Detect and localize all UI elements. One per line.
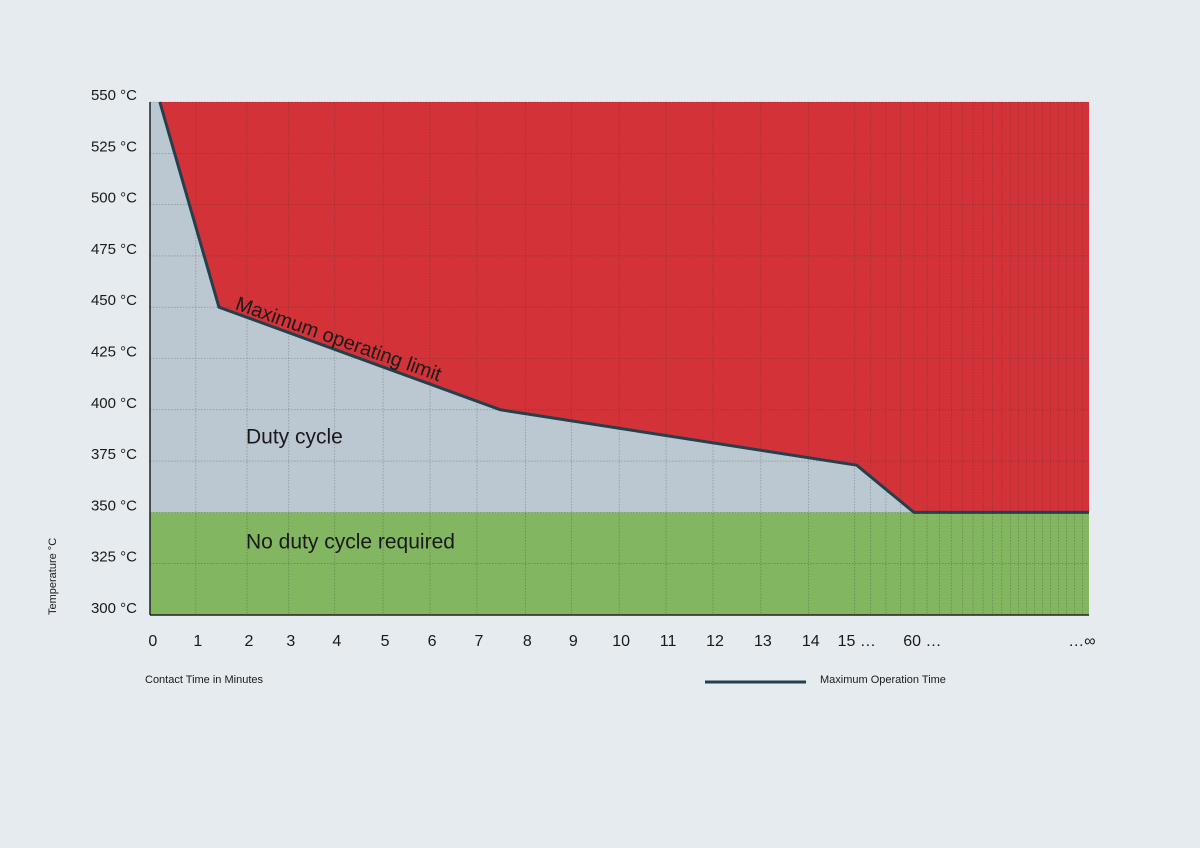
x-tick-label: 8: [523, 633, 532, 650]
y-tick-label: 475 °C: [91, 241, 137, 258]
x-tick-label: 5: [381, 633, 390, 650]
x-tick-label: 60 …: [903, 633, 941, 650]
x-tick-label: 10: [612, 633, 630, 650]
x-tick-label: 0: [148, 633, 157, 650]
duty-zone: [150, 102, 1089, 513]
x-axis-label: Contact Time in Minutes: [145, 674, 263, 686]
x-tick-label: 4: [332, 633, 341, 650]
x-tick-label: …∞: [1068, 633, 1095, 650]
x-tick-label: 11: [660, 633, 677, 650]
no-duty-zone: [150, 512, 1089, 615]
annotation: Duty cycle: [246, 426, 343, 449]
x-tick-label: 12: [706, 633, 724, 650]
x-tick-label: 9: [569, 633, 578, 650]
x-tick-label: 7: [475, 633, 484, 650]
y-axis-label: Temperature °C: [47, 538, 59, 615]
limit-zone: [159, 102, 1090, 513]
y-tick-label: 525 °C: [91, 138, 137, 155]
x-tick-label: 13: [754, 633, 772, 650]
x-tick-label: 1: [193, 633, 202, 650]
y-tick-label: 550 °C: [91, 87, 137, 104]
x-tick-label: 3: [286, 633, 295, 650]
x-tick-label: 15 …: [838, 633, 876, 650]
x-tick-label: 14: [802, 633, 820, 650]
legend-label: Maximum Operation Time: [820, 674, 946, 686]
x-tick-label: 2: [245, 633, 254, 650]
y-tick-label: 400 °C: [91, 395, 137, 412]
y-tick-label: 300 °C: [91, 600, 137, 617]
y-tick-label: 500 °C: [91, 190, 137, 207]
y-tick-label: 350 °C: [91, 497, 137, 514]
y-tick-label: 425 °C: [91, 343, 137, 360]
y-tick-label: 325 °C: [91, 549, 137, 566]
annotation: No duty cycle required: [246, 531, 455, 554]
x-tick-label: 6: [428, 633, 437, 650]
max-operation-line: [158, 101, 1089, 514]
y-tick-label: 450 °C: [91, 292, 137, 309]
y-tick-label: 375 °C: [91, 446, 137, 463]
